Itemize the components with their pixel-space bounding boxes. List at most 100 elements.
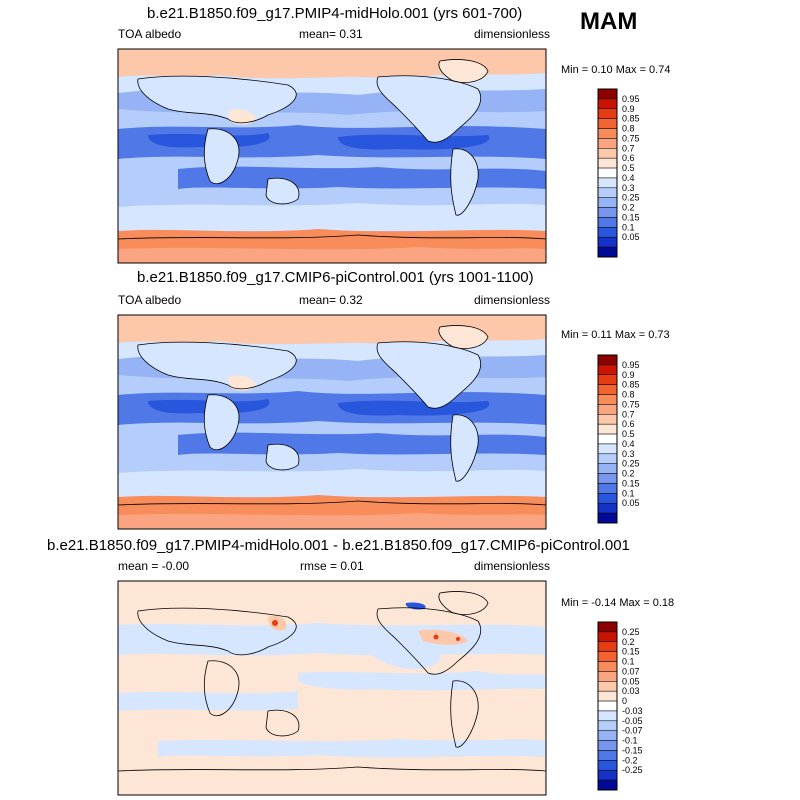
panel-1-colorbar: 0.950.90.850.80.750.70.60.50.40.30.250.2… (597, 88, 640, 258)
colorbar-cell (597, 671, 618, 682)
panel-1-minmax: Min = 0.10 Max = 0.74 (561, 64, 671, 76)
colorbar-cell (597, 769, 618, 781)
colorbar-tick-label: 0.4 (622, 439, 635, 449)
colorbar-cell (597, 128, 618, 139)
colorbar-tick-label: 0.9 (622, 104, 635, 114)
colorbar-cell (597, 88, 618, 100)
panel-2-colorbar: 0.950.90.850.80.750.70.60.50.40.30.250.2… (597, 354, 640, 524)
colorbar-tick-label: 0.5 (622, 429, 635, 439)
colorbar-cell (597, 473, 618, 484)
colorbar-cell (597, 740, 618, 751)
colorbar-cell (597, 720, 618, 731)
colorbar-tick-label: 0.6 (622, 419, 635, 429)
colorbar-cell (597, 148, 618, 159)
colorbar-cell (597, 384, 618, 395)
colorbar-cell (597, 217, 618, 228)
colorbar-tick-label: -0.03 (622, 706, 643, 716)
colorbar-tick-label: 0.15 (622, 647, 640, 657)
colorbar-cell (597, 433, 618, 445)
colorbar-cell (597, 641, 618, 652)
colorbar-tick-label: 0.07 (622, 666, 640, 676)
colorbar-tick-label: 0.2 (622, 203, 635, 213)
colorbar-tick-label: 0.85 (622, 380, 640, 390)
colorbar-tick-label: 0.6 (622, 153, 635, 163)
panel-1-title: b.e21.B1850.f09_g17.PMIP4-midHolo.001 (y… (147, 5, 523, 22)
colorbar-cell (597, 493, 618, 504)
colorbar-tick-label: 0.8 (622, 390, 635, 400)
panel-3-rmse-label: rmse = 0.01 (300, 559, 364, 573)
colorbar-tick-label: 0.15 (622, 478, 640, 488)
colorbar-cell (597, 700, 618, 712)
colorbar-tick-label: -0.1 (622, 736, 638, 746)
panel-3-units-label: dimensionless (474, 559, 551, 573)
colorbar-cell (597, 404, 618, 415)
colorbar-cell (597, 502, 618, 514)
panel-3-mean-label: mean = -0.00 (118, 559, 190, 573)
colorbar-tick-label: 0.7 (622, 409, 635, 419)
colorbar-tick-label: 0 (622, 696, 627, 706)
colorbar-cell (597, 483, 618, 494)
colorbar-tick-label: 0.2 (622, 637, 635, 647)
colorbar-tick-label: -0.15 (622, 745, 643, 755)
panel-2-variable-label: TOA albedo (118, 293, 182, 307)
colorbar-cell (597, 651, 618, 662)
colorbar-cell (597, 621, 618, 633)
colorbar-cell (597, 681, 618, 692)
colorbar-cell (597, 394, 618, 405)
colorbar-cell (597, 710, 618, 722)
colorbar-cell (597, 463, 618, 474)
colorbar-tick-label: -0.25 (622, 765, 643, 775)
panel-3-colorbar: 0.250.20.150.10.070.050.030-0.03-0.05-0.… (597, 621, 643, 791)
colorbar-cell (597, 108, 618, 119)
colorbar-tick-label: 0.1 (622, 488, 635, 498)
colorbar-frame (597, 354, 618, 524)
colorbar-cell (597, 157, 618, 169)
colorbar-cell (597, 760, 618, 771)
colorbar-tick-label: 0.95 (622, 360, 640, 370)
colorbar-tick-label: 0.3 (622, 183, 635, 193)
colorbar-tick-label: 0.9 (622, 370, 635, 380)
colorbar-cell (597, 118, 618, 129)
colorbar-cell (597, 779, 618, 791)
colorbar-tick-label: -0.2 (622, 755, 638, 765)
colorbar-cell (597, 207, 618, 218)
colorbar-cell (597, 750, 618, 761)
colorbar-tick-label: 0.25 (622, 627, 640, 637)
colorbar-cell (597, 443, 618, 455)
colorbar-tick-label: 0.05 (622, 676, 640, 686)
colorbar-tick-label: -0.07 (622, 726, 643, 736)
colorbar-tick-label: 0.05 (622, 498, 640, 508)
colorbar-tick-label: 0.25 (622, 193, 640, 203)
colorbar-cell (597, 167, 618, 179)
colorbar-tick-label: 0.3 (622, 449, 635, 459)
colorbar-tick-label: 0.75 (622, 133, 640, 143)
panel-2-mean-label: mean= 0.32 (299, 293, 363, 307)
colorbar-cell (597, 730, 618, 741)
colorbar-cell (597, 354, 618, 366)
panel-1-units-label: dimensionless (474, 27, 551, 41)
colorbar-cell (597, 187, 618, 198)
colorbar-cell (597, 138, 618, 149)
panel-2-units-label: dimensionless (474, 293, 551, 307)
colorbar-tick-label: 0.2 (622, 469, 635, 479)
panel-1-map (117, 48, 547, 264)
colorbar-cell (597, 197, 618, 208)
panel-2-map (117, 314, 547, 530)
panel-3-map (117, 580, 547, 796)
colorbar-frame (597, 88, 618, 258)
panel-2-title: b.e21.B1850.f09_g17.CMIP6-piControl.001 … (137, 269, 534, 286)
colorbar-tick-label: 0.15 (622, 212, 640, 222)
panel-1-variable-label: TOA albedo (118, 27, 182, 41)
colorbar-cell (597, 98, 618, 110)
colorbar-frame (597, 621, 618, 791)
panel-3-minmax: Min = -0.14 Max = 0.18 (561, 597, 675, 609)
colorbar-cell (597, 364, 618, 376)
colorbar-tick-label: 0.1 (622, 222, 635, 232)
colorbar-cell (597, 661, 618, 672)
colorbar-cell (597, 177, 618, 189)
colorbar-cell (597, 453, 618, 464)
panel-1-mean-label: mean= 0.31 (299, 27, 363, 41)
panel-3-title: b.e21.B1850.f09_g17.PMIP4-midHolo.001 - … (47, 537, 630, 554)
colorbar-cell (597, 414, 618, 425)
